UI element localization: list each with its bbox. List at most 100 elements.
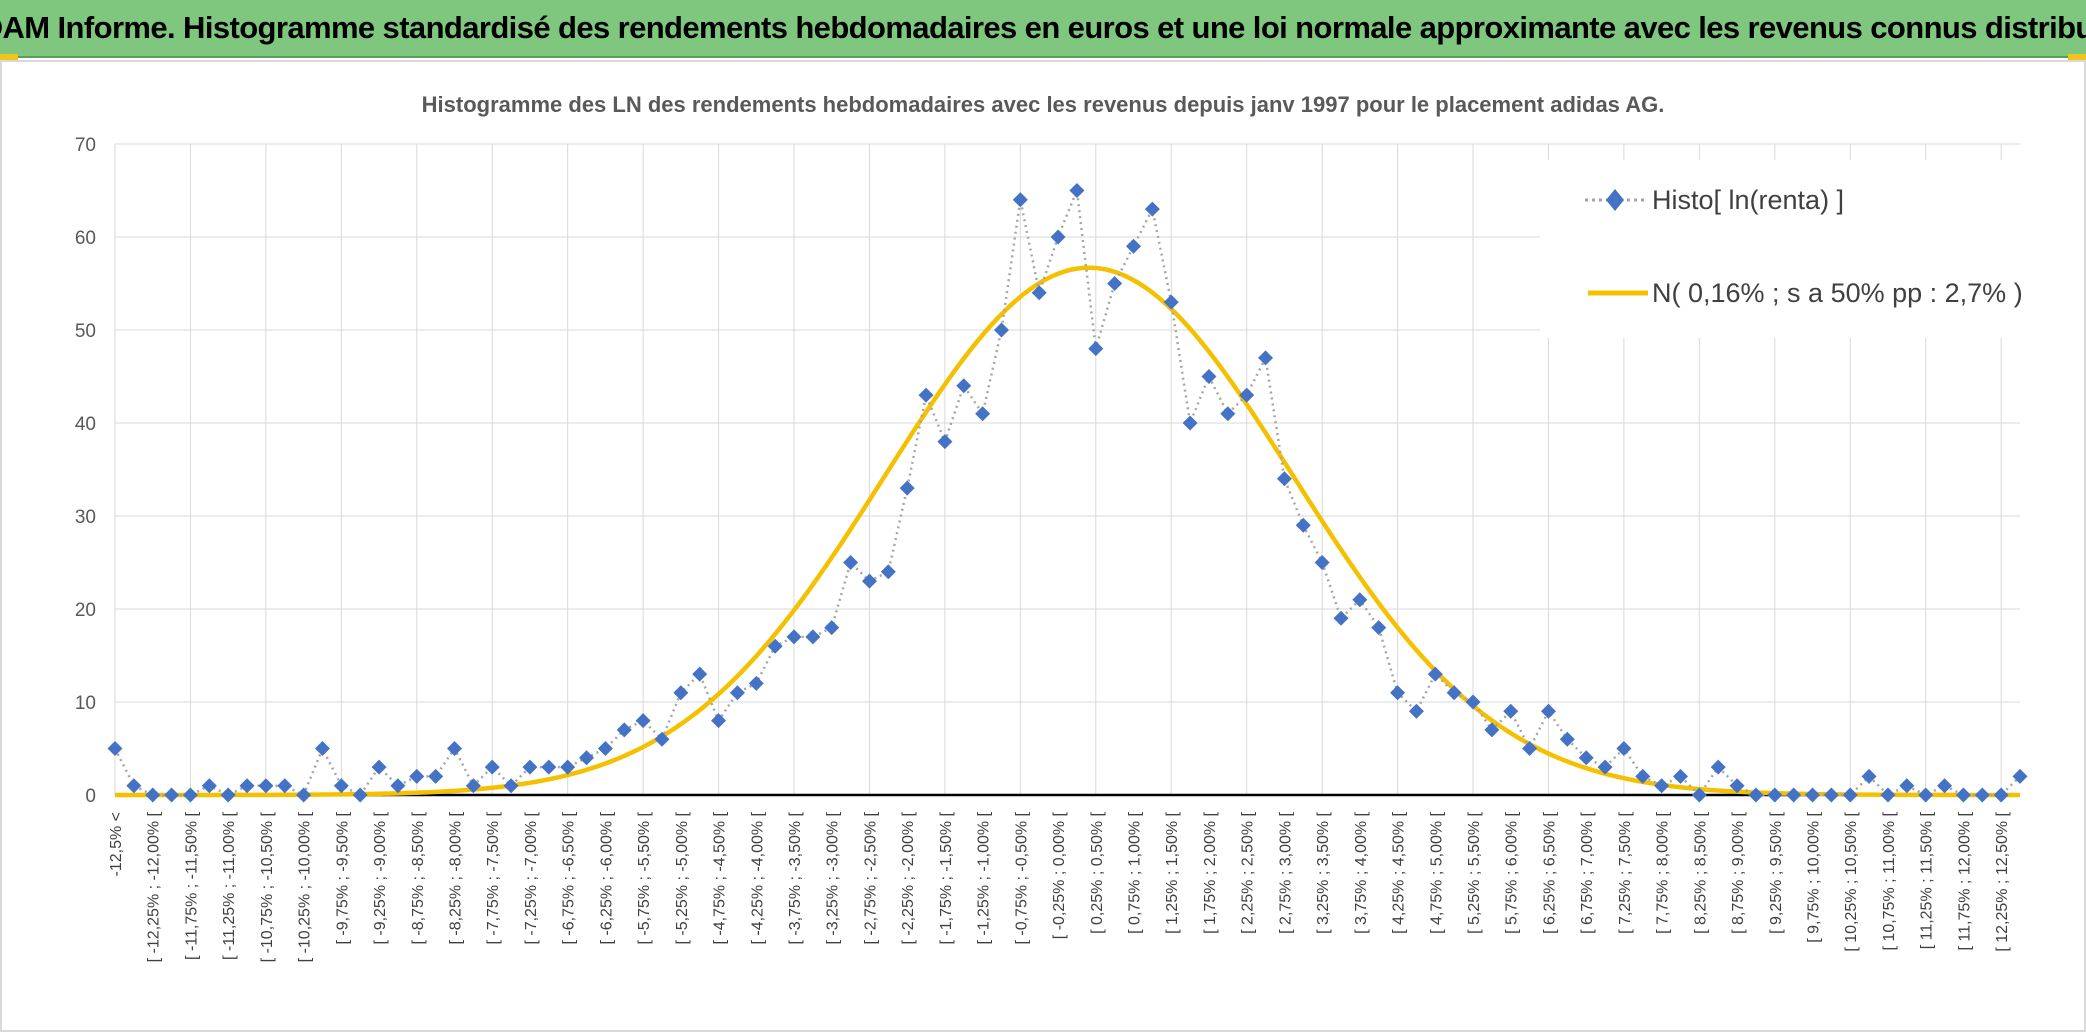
- x-tick-label: [ 4,75% ; 5,00% [: [1428, 811, 1445, 933]
- histogram-point: [729, 685, 745, 701]
- x-tick-label: [ 7,75% ; 8,00% [: [1655, 811, 1672, 933]
- x-tick-label: [ 6,75% ; 7,00% [: [1579, 811, 1596, 933]
- x-tick-label: [ -6,25% ; -6,00% [: [598, 811, 615, 944]
- y-axis-ticks: 0 10 20 30 40 50 60 70: [75, 135, 96, 807]
- x-tick-label: [ 4,25% ; 4,50% [: [1391, 811, 1408, 933]
- normal-curve-line: [115, 265, 2020, 798]
- histogram-point: [1559, 731, 1575, 747]
- histogram-point: [956, 378, 972, 394]
- y-tick-label: 0: [85, 786, 96, 807]
- histogram-point: [1465, 694, 1481, 710]
- histogram-point: [1107, 276, 1123, 291]
- histogram-point: [503, 778, 519, 794]
- histogram-point: [1540, 703, 1556, 719]
- x-tick-label: [ -9,75% ; -9,50% [: [334, 811, 351, 944]
- legend-normal-label: N( 0,16% ; s a 50% pp : 2,7% ): [1652, 278, 2023, 308]
- histogram-point: [975, 406, 991, 422]
- histogram-point: [1880, 787, 1896, 803]
- y-tick-label: 30: [75, 507, 96, 528]
- x-axis-ticks: -12,5% < [ -12,25% ; -12,00% [[ -11,75% ;…: [108, 811, 2011, 962]
- histogram-point: [409, 768, 425, 784]
- x-tick-label: [ -1,75% ; -1,50% [: [938, 811, 955, 944]
- report-banner: ADAM Informe. Histogramme standardisé de…: [0, 0, 2086, 58]
- histogram-point: [1484, 722, 1500, 738]
- histogram-point: [1390, 685, 1406, 701]
- histogram-point: [1182, 415, 1198, 431]
- histogram-point: [371, 759, 387, 775]
- histogram-point: [1050, 229, 1066, 245]
- x-tick-label: [ 1,25% ; 1,50% [: [1164, 811, 1181, 933]
- histogram-point: [201, 778, 217, 794]
- x-tick-label: [ 0,25% ; 0,50% [: [1089, 811, 1106, 933]
- x-tick-label: [ -1,25% ; -1,00% [: [976, 811, 993, 944]
- histogram-point: [1069, 183, 1085, 198]
- histogram-point: [1842, 787, 1858, 803]
- x-tick-label: [ 9,25% ; 9,50% [: [1768, 811, 1785, 933]
- histogram-point: [333, 778, 349, 794]
- histogram-point: [2012, 768, 2028, 784]
- x-tick-label: [ -11,25% ; -11,00% [: [221, 811, 238, 959]
- histogram-point: [164, 787, 180, 803]
- x-tick-label: [ -8,25% ; -8,00% [: [448, 811, 465, 944]
- x-tick-label: [ -3,25% ; -3,00% [: [825, 811, 842, 944]
- histogram-point: [484, 759, 500, 775]
- histogram-point: [1333, 610, 1349, 626]
- x-tick-label: [ -0,25% ; 0,00% [: [1051, 811, 1068, 939]
- histogram-point: [314, 741, 330, 756]
- x-tick-label: [ 1,75% ; 2,00% [: [1202, 811, 1219, 933]
- histogram-point: [352, 787, 368, 803]
- x-tick-label: [ 10,75% ; 11,00% [: [1881, 811, 1898, 950]
- x-tick-label: [ -11,75% ; -11,50% [: [183, 811, 200, 959]
- chart-frame: [0, 60, 2086, 1032]
- x-tick-label: [ -2,75% ; -2,50% [: [862, 811, 879, 944]
- y-tick-label: 60: [75, 228, 96, 249]
- histogram-point: [1314, 555, 1330, 570]
- histogram-point: [1861, 768, 1877, 784]
- histogram-point: [597, 741, 613, 756]
- histogram-point: [786, 629, 802, 645]
- histogram-point: [1597, 759, 1613, 775]
- x-tick-label: [ -0,75% ; -0,50% [: [1013, 811, 1030, 944]
- histogram-point: [447, 741, 463, 756]
- histogram-point: [673, 685, 689, 701]
- histogram-point: [1937, 778, 1953, 794]
- histogram-point: [1955, 787, 1971, 803]
- x-tick-label: [ 2,25% ; 2,50% [: [1240, 811, 1257, 933]
- x-tick-label: [ -10,75% ; -10,50% [: [259, 811, 276, 962]
- histogram-point: [616, 722, 632, 738]
- accent-corner-left: [0, 54, 18, 61]
- histogram-point: [428, 768, 444, 784]
- histogram-point: [126, 778, 142, 794]
- histogram-point: [635, 713, 651, 729]
- histogram-point: [1258, 350, 1274, 366]
- histogram-point: [711, 713, 727, 729]
- x-tick-label: [ 3,25% ; 3,50% [: [1315, 811, 1332, 933]
- histogram-point: [861, 573, 877, 589]
- histogram-point: [560, 759, 576, 775]
- normal-curve-group: [115, 265, 2020, 798]
- histogram-point: [1012, 192, 1028, 208]
- histogram-point: [1276, 471, 1292, 487]
- histogram-point: [220, 787, 236, 803]
- y-tick-label: 20: [75, 600, 96, 621]
- histogram-point: [1654, 778, 1670, 794]
- x-tick-label: [ -6,75% ; -6,50% [: [561, 811, 578, 944]
- x-tick-label: [ 8,25% ; 8,50% [: [1692, 811, 1709, 933]
- histogram-point: [277, 778, 293, 794]
- y-tick-label: 40: [75, 414, 96, 435]
- histogram-point: [1691, 787, 1707, 803]
- x-tick-label: [ -10,25% ; -10,00% [: [297, 811, 314, 962]
- histogram-point: [1427, 666, 1443, 682]
- histogram-point: [390, 778, 406, 794]
- histogram-point: [767, 638, 783, 654]
- histogram-point: [993, 322, 1009, 338]
- x-tick-label: [ -2,25% ; -2,00% [: [900, 811, 917, 944]
- histogram-point: [1993, 787, 2009, 803]
- x-tick-label: [ -5,75% ; -5,50% [: [636, 811, 653, 944]
- report-title: ADAM Informe. Histogramme standardisé de…: [0, 10, 2086, 45]
- histogram-series-group: [107, 183, 2028, 803]
- x-tick-label: [ 6,25% ; 6,50% [: [1541, 811, 1558, 933]
- histogram-point: [1031, 285, 1047, 301]
- x-tick-label: [ -7,25% ; -7,00% [: [523, 811, 540, 944]
- histogram-point: [937, 434, 953, 450]
